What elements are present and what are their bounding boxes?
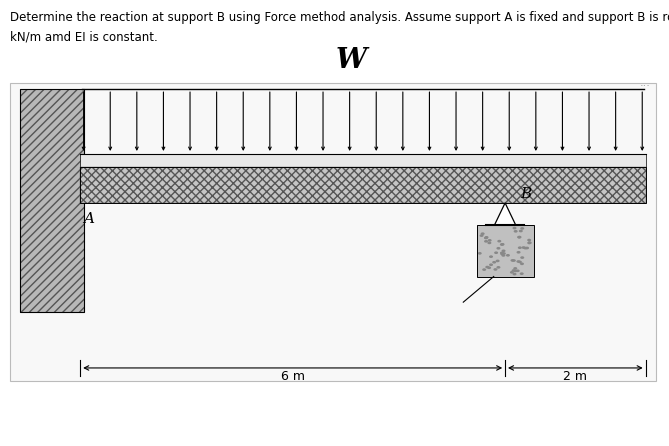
FancyBboxPatch shape <box>10 83 656 381</box>
Circle shape <box>496 266 500 268</box>
Circle shape <box>523 247 527 249</box>
Circle shape <box>484 240 488 243</box>
Circle shape <box>512 269 516 272</box>
Bar <box>80 167 646 203</box>
Circle shape <box>516 251 520 254</box>
Circle shape <box>502 252 506 255</box>
Circle shape <box>520 227 524 230</box>
Bar <box>20 89 84 312</box>
Circle shape <box>518 260 522 263</box>
Circle shape <box>480 234 484 237</box>
Circle shape <box>489 264 493 266</box>
Circle shape <box>485 266 489 268</box>
Circle shape <box>487 242 491 244</box>
Circle shape <box>494 268 498 271</box>
Text: A: A <box>84 212 94 226</box>
Circle shape <box>500 252 504 255</box>
Circle shape <box>497 240 501 243</box>
Circle shape <box>482 268 486 271</box>
Circle shape <box>510 271 514 274</box>
Circle shape <box>512 227 516 229</box>
Circle shape <box>484 237 488 240</box>
Circle shape <box>496 260 500 262</box>
Circle shape <box>527 242 531 244</box>
Circle shape <box>480 232 484 235</box>
Circle shape <box>528 241 532 244</box>
Circle shape <box>500 243 504 246</box>
Circle shape <box>502 249 506 252</box>
Text: ...: ... <box>640 78 650 88</box>
Circle shape <box>513 267 517 270</box>
Text: B: B <box>520 187 531 201</box>
Circle shape <box>501 254 505 257</box>
Circle shape <box>525 247 529 249</box>
Bar <box>80 167 646 203</box>
Circle shape <box>492 261 496 264</box>
Circle shape <box>518 246 522 249</box>
Circle shape <box>506 254 510 256</box>
Circle shape <box>488 239 492 242</box>
Circle shape <box>514 230 518 233</box>
Circle shape <box>522 246 526 249</box>
Circle shape <box>478 252 482 255</box>
Circle shape <box>484 236 488 239</box>
Polygon shape <box>494 203 516 225</box>
Circle shape <box>527 239 531 241</box>
Circle shape <box>496 247 500 250</box>
Circle shape <box>512 259 516 262</box>
Circle shape <box>513 269 517 272</box>
Bar <box>476 225 534 277</box>
Circle shape <box>500 252 504 254</box>
Bar <box>476 225 534 277</box>
Text: 6 m: 6 m <box>281 370 304 383</box>
Circle shape <box>510 259 514 262</box>
Circle shape <box>518 230 522 232</box>
Circle shape <box>520 263 524 265</box>
Text: 2 m: 2 m <box>563 370 587 383</box>
Circle shape <box>517 236 521 239</box>
Circle shape <box>516 269 520 272</box>
Circle shape <box>489 255 493 258</box>
Circle shape <box>520 256 524 259</box>
Bar <box>20 89 84 312</box>
Bar <box>20 89 84 312</box>
Bar <box>80 154 646 167</box>
Circle shape <box>500 243 504 246</box>
Circle shape <box>494 252 498 254</box>
Text: Determine the reaction at support B using Force method analysis. Assume support : Determine the reaction at support B usin… <box>10 11 669 43</box>
Circle shape <box>520 273 524 275</box>
Circle shape <box>487 266 491 269</box>
Circle shape <box>512 273 516 276</box>
Circle shape <box>516 260 520 263</box>
Circle shape <box>517 236 521 239</box>
Text: W: W <box>336 46 367 74</box>
Bar <box>80 167 646 203</box>
